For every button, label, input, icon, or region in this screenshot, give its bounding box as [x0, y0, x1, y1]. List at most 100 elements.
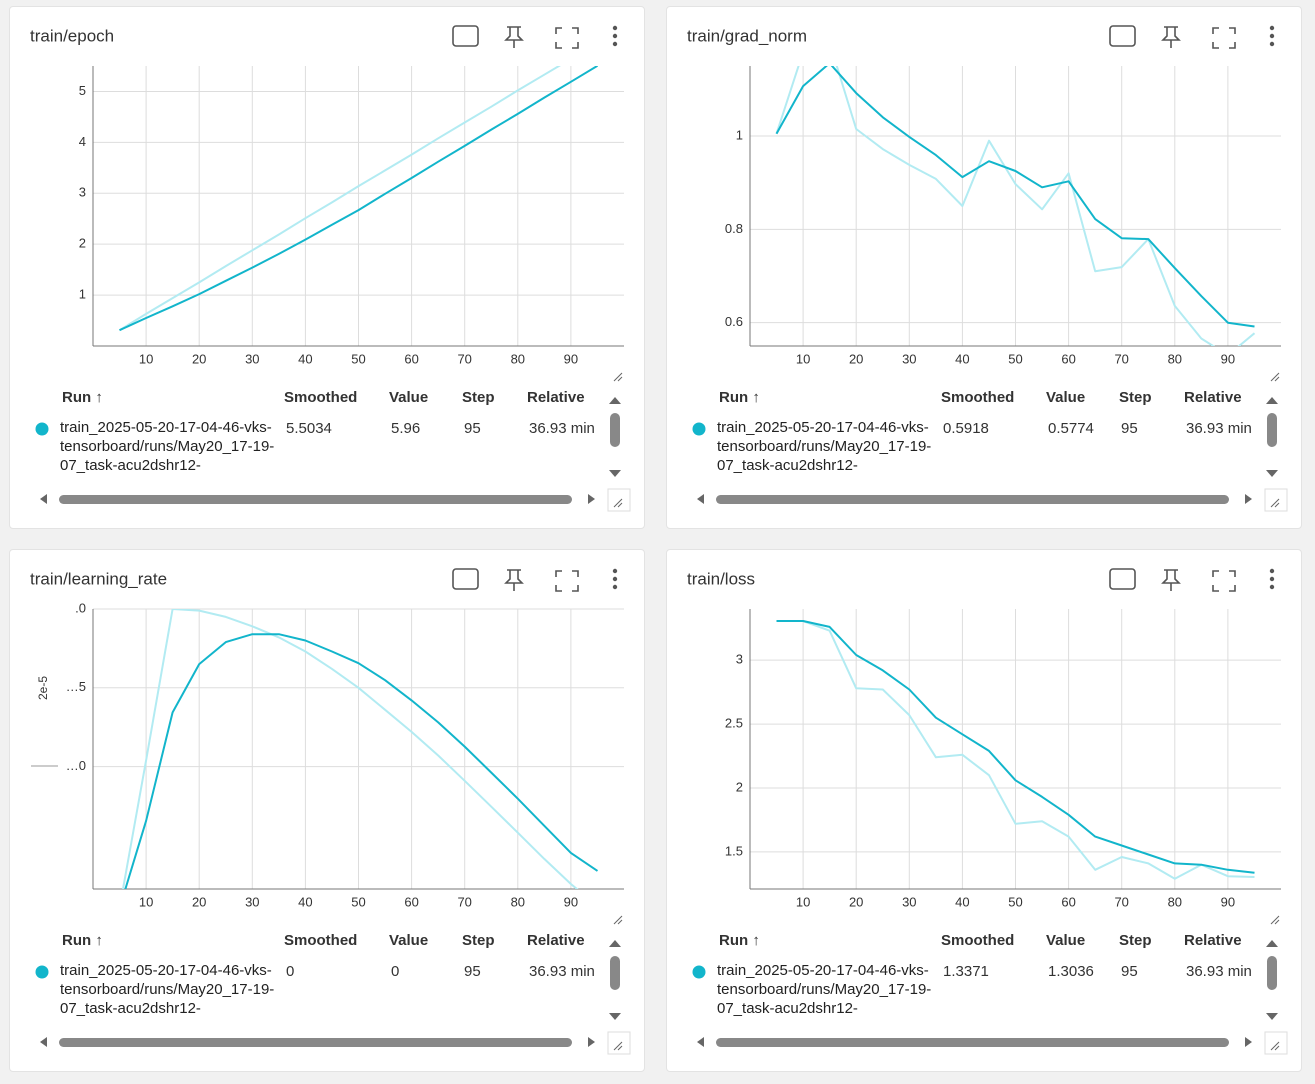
scroll-right[interactable] [588, 494, 595, 504]
resize-handle[interactable] [613, 915, 623, 1051]
table-header: Step [462, 389, 495, 406]
scroll-down[interactable] [1266, 1013, 1278, 1020]
card-title: train/learning_rate [30, 569, 167, 588]
scroll-right[interactable] [588, 1037, 595, 1047]
fullscreen-button[interactable] [1212, 570, 1236, 592]
scroll-thumb-v[interactable] [610, 413, 620, 447]
table-header: Smoothed [941, 932, 1014, 949]
scroll-down[interactable] [1266, 470, 1278, 477]
resize-box [1264, 1031, 1288, 1055]
table-header: Relative [1184, 389, 1242, 406]
series-line [121, 609, 579, 889]
menu-button[interactable] [612, 25, 618, 31]
fit-domain-button[interactable] [452, 568, 479, 590]
table-header: Smoothed [941, 389, 1014, 406]
pin-button[interactable] [1161, 26, 1181, 48]
plot-lines [775, 66, 1256, 346]
plot-lines [776, 620, 1255, 880]
chart-card: train/epoch 10 20 30 40 50 60 70 80 90 1 2 3 4 5 Run ↑ S… [9, 6, 645, 529]
scroll-thumb-v[interactable] [610, 956, 620, 990]
x-tick-label: 30 [245, 351, 259, 366]
menu-button[interactable] [1269, 576, 1275, 582]
fit-domain-button[interactable] [1109, 25, 1136, 47]
fullscreen-button[interactable] [555, 27, 579, 49]
scroll-up[interactable] [1266, 397, 1278, 404]
y-tick-label: 5 [79, 83, 86, 98]
y-tick-label: 2 [736, 779, 743, 794]
menu-button[interactable] [612, 41, 618, 47]
x-tick-label: 30 [245, 894, 259, 909]
toolbar [452, 568, 579, 592]
fullscreen-button[interactable] [1212, 27, 1236, 49]
pin-button[interactable] [504, 26, 524, 48]
scroll-thumb-h[interactable] [59, 495, 572, 504]
card-graphics: train/epoch 10 20 30 40 50 60 70 80 90 1 2 3 4 5 Run ↑ S… [30, 25, 631, 512]
scroll-left[interactable] [697, 494, 704, 504]
scroll-up[interactable] [609, 397, 621, 404]
x-tick-label: 90 [564, 351, 578, 366]
resize-handle[interactable] [1270, 372, 1280, 508]
scroll-left[interactable] [40, 1037, 47, 1047]
run-name: train_2025-05-20-17-04-46-vks-tensorboar… [717, 419, 932, 474]
x-tick-label: 20 [849, 894, 863, 909]
fit-domain-button[interactable] [452, 25, 479, 47]
table-cell: 0.5918 [943, 420, 989, 437]
y-tick-label: 0.6 [725, 314, 743, 329]
resize-handle[interactable] [613, 372, 623, 508]
x-tick-label: 80 [1168, 894, 1182, 909]
menu-button[interactable] [612, 584, 618, 590]
menu-button[interactable] [1269, 584, 1275, 590]
x-tick-label: 40 [955, 351, 969, 366]
card-graphics: train/learning_rate 10 20 30 40 50 60 70 80 90 …0 …… [30, 568, 631, 1055]
series-line [776, 620, 1255, 874]
scroll-left[interactable] [697, 1037, 704, 1047]
resize-box [607, 1031, 631, 1055]
table-cell: 95 [1121, 963, 1138, 980]
card-title: train/epoch [30, 26, 114, 45]
table-cell: 1.3036 [1048, 963, 1094, 980]
table-header: Smoothed [284, 932, 357, 949]
scroll-thumb-h[interactable] [716, 1038, 1229, 1047]
run-name: train_2025-05-20-17-04-46-vks-tensorboar… [717, 962, 932, 1017]
menu-button[interactable] [612, 576, 618, 582]
chart-card: train/learning_rate 10 20 30 40 50 60 70 80 90 …0 …… [9, 549, 645, 1072]
menu-button[interactable] [1269, 25, 1275, 31]
scroll-down[interactable] [609, 1013, 621, 1020]
scroll-right[interactable] [1245, 1037, 1252, 1047]
run-name: train_2025-05-20-17-04-46-vks-tensorboar… [60, 419, 275, 474]
table-header: Value [1046, 932, 1085, 949]
x-tick-label: 10 [139, 894, 153, 909]
fit-domain-button[interactable] [1109, 568, 1136, 590]
table-header: Run ↑ [62, 932, 103, 949]
pin-button[interactable] [504, 569, 524, 591]
scroll-right[interactable] [1245, 494, 1252, 504]
table-cell: 5.5034 [286, 420, 332, 437]
scroll-up[interactable] [1266, 940, 1278, 947]
scroll-thumb-h[interactable] [59, 1038, 572, 1047]
series-line [775, 66, 1255, 328]
menu-button[interactable] [1269, 33, 1275, 39]
x-tick-label: 50 [351, 351, 365, 366]
x-tick-label: 70 [457, 894, 471, 909]
pin-button[interactable] [1161, 569, 1181, 591]
scroll-thumb-v[interactable] [1267, 956, 1277, 990]
fullscreen-button[interactable] [555, 570, 579, 592]
y-tick-label: …5 [66, 679, 86, 694]
menu-button[interactable] [1269, 568, 1275, 574]
scroll-thumb-h[interactable] [716, 495, 1229, 504]
x-tick-label: 50 [351, 894, 365, 909]
resize-handle[interactable] [1270, 915, 1280, 1051]
x-tick-label: 10 [796, 351, 810, 366]
menu-button[interactable] [612, 568, 618, 574]
menu-button[interactable] [612, 33, 618, 39]
scroll-down[interactable] [609, 470, 621, 477]
table-header: Run ↑ [719, 932, 760, 949]
x-tick-label: 70 [1114, 894, 1128, 909]
scroll-left[interactable] [40, 494, 47, 504]
x-tick-label: 60 [404, 894, 418, 909]
menu-button[interactable] [1269, 41, 1275, 47]
series-line [776, 620, 1255, 880]
scroll-up[interactable] [609, 940, 621, 947]
table-cell: 95 [464, 963, 481, 980]
scroll-thumb-v[interactable] [1267, 413, 1277, 447]
